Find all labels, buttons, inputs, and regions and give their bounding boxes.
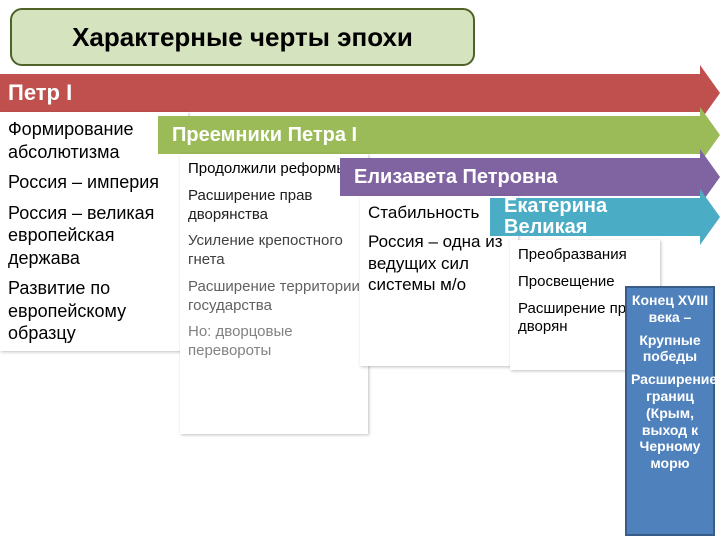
side-summary-box: Конец XVIII века – Крупные победы Расширен…: [625, 286, 715, 536]
band-2-item: Усиление крепостного гнета: [188, 232, 360, 270]
side-summary-line: Крупные победы: [631, 332, 709, 366]
band-2-item: Но: дворцовые перевороты: [188, 323, 360, 361]
band-4: Екатерина Великая: [490, 198, 720, 236]
band-3-item: Стабильность: [368, 202, 510, 223]
band-2-item: Расширение территории государства: [188, 278, 360, 316]
band-1-item: Россия – великая европейская держава: [8, 202, 180, 270]
band-1-item: Формирование абсолютизма: [8, 118, 180, 163]
band-2-body: Продолжили реформы Расширение прав дворян…: [180, 154, 368, 434]
band-1-item: Развитие по европейскому образцу: [8, 277, 180, 345]
band-2: Преемники Петра I: [158, 116, 720, 154]
band-2-item: Продолжили реформы: [188, 160, 360, 179]
band-3-item: Россия – одна из ведущих сил системы м/о: [368, 231, 510, 295]
side-summary-line: Конец XVIII века –: [631, 292, 709, 326]
band-1: Петр I: [0, 74, 720, 112]
band-4-item: Преобразвания: [518, 246, 652, 265]
band-1-item: Россия – империя: [8, 171, 180, 194]
slide-title: Характерные черты эпохи: [10, 8, 475, 66]
band-2-item: Расширение прав дворянства: [188, 187, 360, 225]
band-3-label: Елизавета Петровна: [354, 166, 557, 189]
band-1-label: Петр I: [8, 80, 72, 106]
side-summary-line: Расширение границ (Крым, выход к Черному…: [631, 371, 709, 472]
slide-title-text: Характерные черты эпохи: [72, 22, 413, 53]
band-4-label: Екатерина Великая: [504, 196, 664, 238]
band-2-label: Преемники Петра I: [172, 124, 357, 147]
band-3: Елизавета Петровна: [340, 158, 720, 196]
